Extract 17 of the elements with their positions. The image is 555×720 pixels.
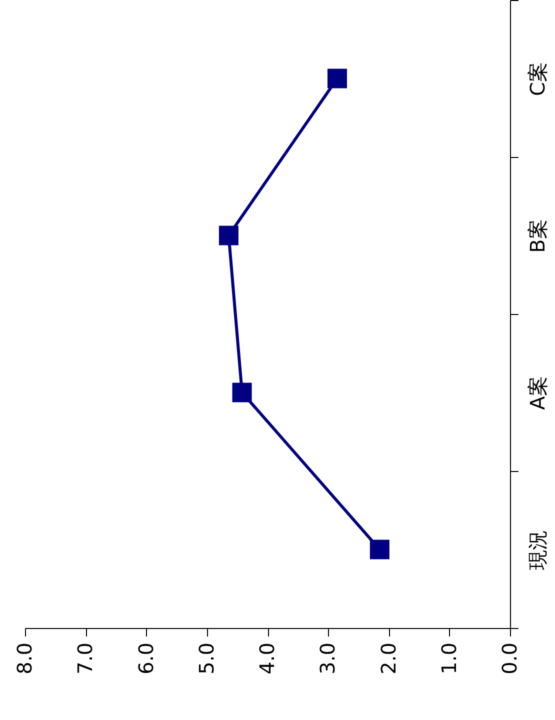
x-tick-label: 7.0 xyxy=(73,642,98,674)
x-tick-label: 4.0 xyxy=(255,642,279,674)
x-tick-label: 2.0 xyxy=(376,642,400,674)
y-tick-label: B案 xyxy=(526,219,550,253)
x-tick-label: 3.0 xyxy=(316,642,340,674)
point xyxy=(218,226,238,246)
point xyxy=(327,68,347,88)
x-tick-label: 5.0 xyxy=(194,642,218,674)
y-tick-label: 現況 xyxy=(526,530,550,570)
x-tick-label: 0.0 xyxy=(498,642,522,674)
x-tick-label: 6.0 xyxy=(134,642,158,674)
point xyxy=(370,540,390,560)
point xyxy=(232,382,252,402)
y-tick-label: C案 xyxy=(526,62,550,96)
x-tick-label: 1.0 xyxy=(436,642,461,674)
y-tick-label: A案 xyxy=(526,376,550,410)
x-tick-label: 8.0 xyxy=(12,642,36,674)
